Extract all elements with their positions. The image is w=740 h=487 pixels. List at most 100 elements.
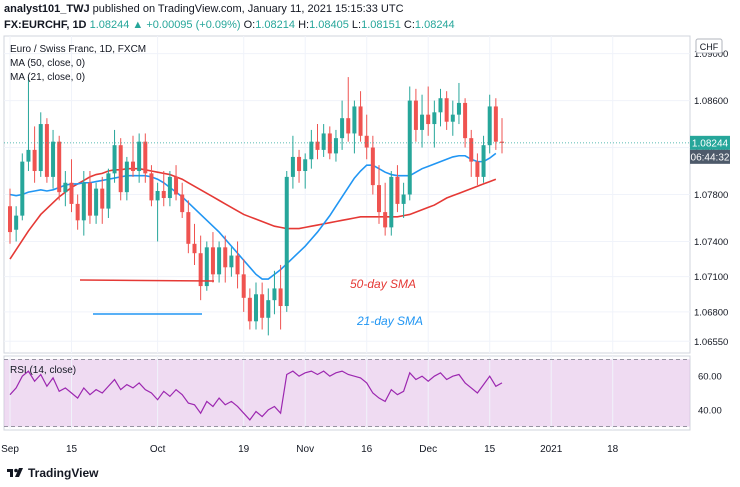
up-arrow-icon: ▲ [132, 19, 144, 31]
candle-body [358, 106, 363, 136]
price-tick-label: 1.07800 [694, 190, 728, 201]
ma21-legend: MA (21, close, 0) [10, 72, 85, 83]
time-tick-label: 2021 [540, 444, 563, 455]
candle [124, 156, 129, 201]
candle [278, 264, 283, 330]
time-tick-label: 18 [607, 444, 619, 455]
candle-body [432, 112, 437, 125]
candle-body [192, 243, 197, 254]
candle-body [481, 145, 486, 177]
candle [297, 149, 302, 183]
candle-body [303, 159, 308, 172]
candle-body [407, 100, 412, 195]
candle [346, 77, 351, 142]
candle-body [161, 190, 166, 199]
candle [413, 88, 418, 142]
candle-body [26, 149, 31, 162]
candle [309, 129, 314, 169]
author-name[interactable]: analyst101_TWJ [4, 3, 90, 15]
candle-body [94, 188, 99, 216]
candle-body [290, 156, 295, 177]
candle [235, 241, 240, 289]
candle [161, 171, 166, 207]
symbol-ohlc-line: FX:EURCHF, 1D 1.08244 ▲ +0.00095 (+0.09%… [4, 19, 455, 31]
candle-body [229, 255, 234, 268]
candle [247, 288, 252, 330]
candle [469, 129, 474, 177]
candle [487, 94, 492, 154]
candle [51, 129, 56, 189]
price-tick-label: 1.09000 [694, 49, 728, 60]
candle [383, 182, 388, 236]
candle-body [131, 161, 135, 172]
candle-body [20, 161, 25, 216]
candle [303, 153, 308, 189]
open-label: O: [243, 19, 256, 31]
candle-body [315, 141, 320, 150]
chart-title: Euro / Swiss Franc, 1D, FXCM [10, 44, 146, 55]
candle [44, 118, 49, 183]
candle [14, 206, 19, 242]
open-value: 1.08214 [255, 19, 295, 31]
price-change: +0.00095 (+0.09%) [146, 19, 241, 31]
candle-body [469, 138, 474, 162]
candle-body [198, 253, 203, 287]
candle-body [284, 176, 289, 307]
candle [112, 129, 117, 183]
candle [266, 288, 271, 336]
time-tick-label: 16 [361, 444, 373, 455]
rsi-indicator [9, 370, 503, 421]
candle [327, 126, 332, 160]
high-label: H: [298, 19, 310, 31]
candles [8, 77, 504, 336]
candle [137, 133, 142, 183]
candle [192, 223, 197, 265]
candle-body [174, 176, 179, 195]
candle [358, 91, 363, 142]
price-tick-label: 1.06800 [694, 307, 728, 318]
time-tick-label: 15 [484, 444, 496, 455]
candle [26, 77, 31, 172]
candle [81, 171, 86, 236]
candle [204, 241, 209, 291]
candle [333, 129, 338, 162]
time-tick-label: Nov [296, 444, 314, 455]
candle [401, 182, 406, 218]
candle-body [340, 118, 345, 139]
footer: TradingView [0, 460, 740, 487]
publish-header: analyst101_TWJ published on TradingView.… [0, 0, 740, 36]
candle [106, 168, 111, 218]
ma50-line [9, 167, 497, 260]
candle-body [346, 118, 351, 134]
candle [20, 153, 25, 221]
candle-body [475, 161, 480, 177]
candle [463, 98, 468, 148]
candle-body [241, 274, 246, 298]
tradingview-brand[interactable]: TradingView [28, 466, 99, 480]
candle [420, 94, 425, 148]
candle [57, 135, 62, 201]
candle-body [81, 182, 86, 221]
candle-body [463, 102, 468, 139]
candle [229, 247, 234, 277]
ma21-annotation-label: 21-day SMA [356, 314, 423, 328]
currency-badge[interactable] [695, 38, 723, 54]
candle-body [180, 194, 185, 213]
candle [284, 171, 289, 312]
candle-body [51, 141, 56, 177]
candle-body [210, 247, 215, 275]
candle-body [297, 156, 302, 172]
candle-body [44, 124, 49, 177]
candle-body [167, 176, 172, 199]
candle-body [327, 133, 332, 154]
candle-body [8, 206, 12, 233]
candle [149, 165, 154, 207]
tradingview-logo-icon[interactable] [6, 465, 24, 479]
candle-body [63, 182, 68, 193]
candle [493, 98, 498, 150]
candle-body [370, 147, 375, 186]
candle [407, 86, 412, 201]
candle-body [438, 98, 443, 113]
low-value: 1.08151 [361, 19, 401, 31]
